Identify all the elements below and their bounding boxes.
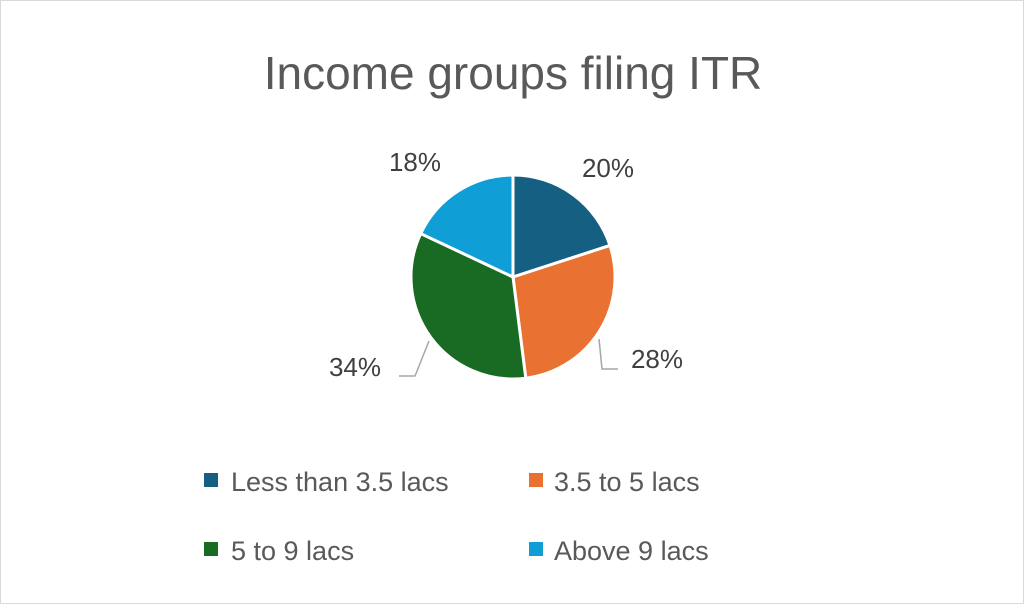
pie-slice-less-than-3-5-lacs — [511, 173, 612, 280]
legend-label-above-9-lacs: Above 9 lacs — [554, 536, 709, 566]
legend-label-5-to-9-lacs: 5 to 9 lacs — [231, 536, 354, 566]
legend-swatch-3-5-to-5-lacs — [529, 473, 543, 487]
leader-lines — [399, 338, 618, 377]
legend-swatch-above-9-lacs — [529, 542, 543, 556]
leader-line-5-to-9-lacs — [399, 340, 430, 377]
legend-label-less-than-3-5-lacs: Less than 3.5 lacs — [231, 467, 449, 497]
data-label-above-9-lacs: 18% — [389, 147, 441, 177]
leader-line-3-5-to-5-lacs — [598, 338, 618, 370]
pie-slice-3-5-to-5-lacs — [511, 243, 617, 380]
data-label-less-than-3-5-lacs: 20% — [582, 153, 634, 183]
data-label-5-to-9-lacs: 34% — [329, 352, 381, 382]
legend-label-3-5-to-5-lacs: 3.5 to 5 lacs — [554, 467, 700, 497]
data-label-3-5-to-5-lacs: 28% — [631, 344, 683, 374]
legend: Less than 3.5 lacs 3.5 to 5 lacs 5 to 9 … — [204, 467, 709, 566]
legend-swatch-5-to-9-lacs — [204, 542, 218, 556]
chart-title: Income groups filing ITR — [264, 47, 763, 99]
pie-slices — [409, 173, 617, 381]
legend-swatch-less-than-3-5-lacs — [204, 473, 218, 487]
pie-slice-above-9-lacs — [418, 173, 515, 280]
